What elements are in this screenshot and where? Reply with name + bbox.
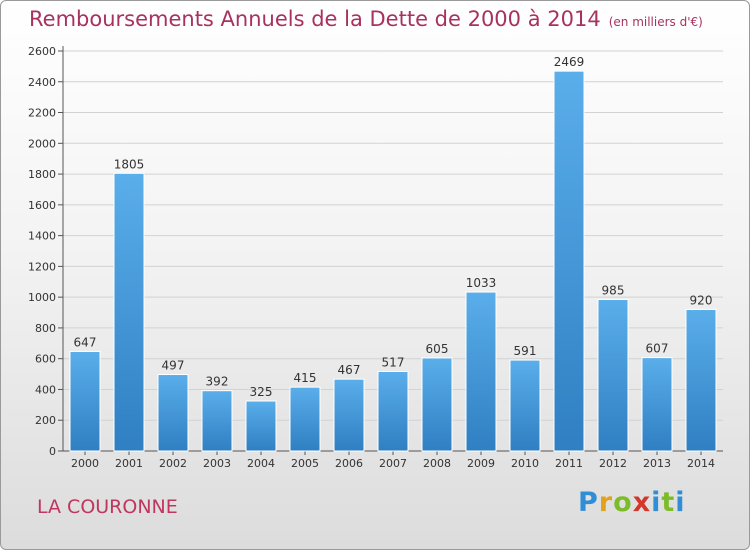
y-tick-label: 2200 (28, 107, 56, 120)
logo-letter: r (598, 487, 614, 518)
x-tick-label: 2012 (599, 457, 627, 470)
commune-name: LA COURONNE (37, 496, 178, 518)
chart-subtitle: (en milliers d'€) (608, 15, 703, 29)
chart-title: Remboursements Annuels de la Dette de 20… (29, 7, 703, 31)
logo-letter: t (661, 487, 676, 518)
x-tick-label: 2009 (467, 457, 495, 470)
bar-value-label: 591 (514, 344, 537, 358)
y-tick-label: 2600 (28, 45, 56, 58)
bar-value-label: 647 (74, 335, 97, 349)
x-tick-label: 2007 (379, 457, 407, 470)
bar-value-label: 920 (690, 293, 713, 307)
y-tick-label: 1400 (28, 230, 56, 243)
logo-letter: o (613, 487, 633, 518)
y-tick-label: 0 (49, 445, 56, 458)
bar-value-label: 517 (382, 355, 405, 369)
proxiti-logo: Proxiti (578, 487, 686, 518)
bar-value-label: 392 (206, 375, 229, 389)
bar-value-label: 467 (338, 363, 361, 377)
x-tick-label: 2004 (247, 457, 275, 470)
x-tick-label: 2010 (511, 457, 539, 470)
logo-letter: x (632, 487, 652, 518)
bar-2003 (201, 390, 233, 452)
bar-value-label: 985 (602, 283, 625, 297)
bar-2008 (421, 357, 453, 452)
chart-title-text: Remboursements Annuels de la Dette de 20… (29, 7, 601, 31)
y-tick-label: 200 (35, 414, 56, 427)
bar-value-label: 325 (250, 385, 273, 399)
bar-2002 (157, 374, 189, 452)
bar-2013 (641, 357, 673, 452)
y-tick-label: 600 (35, 353, 56, 366)
bars (69, 70, 717, 452)
bar-value-label: 497 (162, 359, 185, 373)
logo-letter: i (675, 487, 686, 518)
bar-value-label: 415 (294, 371, 317, 385)
x-tick-label: 2011 (555, 457, 583, 470)
x-tick-label: 2006 (335, 457, 363, 470)
bar-2001 (113, 172, 145, 452)
y-tick-label: 2000 (28, 137, 56, 150)
y-tick-label: 800 (35, 322, 56, 335)
x-tick-label: 2005 (291, 457, 319, 470)
bar-value-label: 1805 (114, 157, 145, 171)
x-tick-label: 2001 (115, 457, 143, 470)
y-tick-label: 2400 (28, 76, 56, 89)
x-tick-label: 2000 (71, 457, 99, 470)
x-tick-label: 2008 (423, 457, 451, 470)
bar-value-label: 605 (426, 342, 449, 356)
bar-value-label: 607 (646, 342, 669, 356)
bar-2014 (685, 308, 717, 452)
bar-value-label: 2469 (554, 55, 585, 69)
bar-2010 (509, 359, 541, 452)
bar-2005 (289, 386, 321, 452)
bar-2004 (245, 400, 277, 452)
y-tick-label: 1200 (28, 260, 56, 273)
bar-2006 (333, 378, 365, 452)
y-tick-label: 1800 (28, 168, 56, 181)
y-tick-label: 1000 (28, 291, 56, 304)
bar-2011 (553, 70, 585, 452)
bar-value-label: 1033 (466, 276, 497, 290)
bar-2000 (69, 350, 101, 452)
y-tick-label: 1600 (28, 199, 56, 212)
x-tick-label: 2002 (159, 457, 187, 470)
bar-2009 (465, 291, 497, 452)
y-tick-label: 400 (35, 383, 56, 396)
x-tick-label: 2013 (643, 457, 671, 470)
bar-2007 (377, 370, 409, 452)
x-tick-label: 2003 (203, 457, 231, 470)
bar-2012 (597, 298, 629, 452)
x-tick-label: 2014 (687, 457, 715, 470)
logo-letter: P (578, 487, 599, 518)
logo-letter: i (651, 487, 662, 518)
labels: 0 200 400 600 800 1000 1200 1400 1600 1800 2000 220… (28, 45, 715, 470)
